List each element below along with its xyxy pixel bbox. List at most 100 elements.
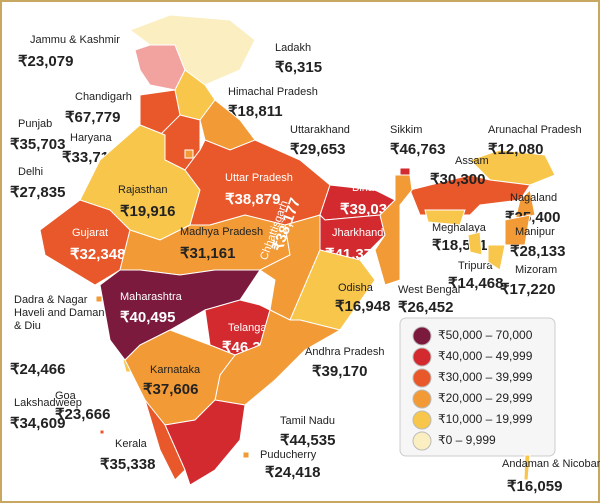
region: [374, 174, 413, 286]
region: [467, 231, 483, 256]
region-label: Karnataka ₹37,606: [143, 364, 201, 398]
region-name: Punjab: [18, 118, 52, 130]
region-label: Sikkim ₹46,763: [390, 124, 445, 158]
region-label: Manipur ₹28,133: [510, 226, 565, 260]
region-label: Goa ₹23,666: [55, 390, 110, 423]
region-label: Tripura ₹14,468: [448, 260, 503, 292]
region-name: Karnataka: [150, 364, 201, 376]
region-value: ₹67,779: [65, 109, 120, 126]
legend-label: ₹50,000 – 70,000: [438, 328, 533, 342]
region-name: Kerala: [115, 438, 148, 450]
region-name: Uttar Pradesh: [225, 172, 293, 184]
region-name: Lakshadweep: [14, 397, 82, 409]
region-label: Rajasthan ₹19,916: [118, 184, 175, 220]
region-label: Delhi ₹27,835: [10, 166, 65, 201]
region-label: West Bengal ₹26,452: [398, 284, 460, 316]
region-value: ₹34,609: [10, 415, 65, 432]
region-label: Maharashtra ₹40,495: [120, 291, 183, 326]
region-name: Assam: [455, 155, 489, 167]
region-name: Jharkhand: [332, 227, 383, 239]
legend-swatch: [412, 410, 432, 430]
region-value: ₹26,452: [398, 299, 453, 316]
region-name: Jammu & Kashmir: [30, 34, 120, 46]
legend-swatch: [412, 368, 432, 388]
region-value: ₹35,338: [100, 456, 155, 473]
legend-label: ₹0 – 9,999: [438, 433, 496, 447]
region-name: Meghalaya: [432, 222, 487, 234]
region-name: West Bengal: [398, 284, 460, 296]
region-name: Tripura: [458, 260, 493, 272]
region-name: Goa: [55, 390, 77, 402]
region-value: ₹17,220: [500, 281, 555, 298]
region-name: Tamil Nadu: [280, 415, 335, 427]
region-value: ₹16,948: [335, 298, 390, 315]
legend-swatch: [412, 389, 432, 409]
region-label: Arunachal Pradesh ₹12,080: [488, 124, 582, 158]
region-name: Himachal Pradesh: [228, 86, 318, 98]
legend-label: ₹10,000 – 19,999: [438, 412, 533, 426]
region-label: Himachal Pradesh ₹18,811: [228, 86, 318, 120]
region: [164, 399, 246, 486]
name-line: Dadra & Nagar: [14, 294, 88, 306]
region: [144, 399, 186, 481]
region-value: ₹38,879: [225, 191, 280, 208]
region: [95, 295, 103, 303]
region-value: ₹24,466: [10, 361, 65, 378]
region-name: Arunachal Pradesh: [488, 124, 582, 136]
region-name: Mizoram: [515, 264, 557, 276]
name-line: & Diu: [14, 320, 41, 332]
region-name: Bihar: [352, 182, 378, 194]
region-label: Jammu & Kashmir ₹23,079: [18, 34, 120, 70]
region-value: ₹24,418: [265, 464, 320, 481]
region: [184, 149, 194, 159]
region-name: Manipur: [515, 226, 555, 238]
region-label: Punjab ₹35,703: [10, 118, 65, 153]
region-name: Dadra & Nagar Haveli and Daman & Diu: [14, 294, 105, 332]
region-label: Kerala ₹35,338: [100, 438, 155, 473]
region-label: Mizoram ₹17,220: [500, 264, 557, 298]
legend-swatch: [412, 326, 432, 346]
region-label: Assam ₹30,300: [430, 155, 489, 188]
region-label: Lakshadweep ₹34,609: [10, 397, 82, 432]
legend-label: ₹30,000 – 39,999: [438, 370, 533, 384]
region-value: ₹27,835: [10, 184, 65, 201]
region: [424, 209, 466, 226]
region-label: Andaman & Nicobar ₹16,059: [502, 458, 600, 495]
region-value: ₹39,170: [312, 363, 367, 380]
region-name: Haryana: [70, 132, 112, 144]
region-name: Rajasthan: [118, 184, 168, 196]
region-label: Madhya Pradesh ₹31,161: [180, 226, 263, 262]
region-value: ₹23,079: [18, 53, 73, 70]
legend-box: [399, 317, 556, 457]
region-name: Madhya Pradesh: [180, 226, 263, 238]
region-name: Uttarakhand: [290, 124, 350, 136]
region-value: ₹18,811: [228, 103, 283, 120]
legend-label: ₹40,000 – 49,999: [438, 349, 533, 363]
region-name: Nagaland: [510, 192, 557, 204]
legend-swatch: [412, 347, 432, 367]
region-value: ₹29,653: [290, 141, 345, 158]
region-value: ₹32,348: [70, 246, 125, 263]
region-name: Puducherry: [260, 449, 317, 461]
region-value: ₹19,916: [120, 203, 175, 220]
legend-swatch: [412, 431, 432, 451]
region-name: Delhi: [18, 166, 43, 178]
region-value: ₹35,703: [10, 136, 65, 153]
region-name: Ladakh: [275, 42, 311, 54]
region: [523, 454, 531, 481]
region-label: Gujarat ₹32,348: [70, 227, 125, 263]
region: [99, 429, 105, 435]
region-label: Uttar Pradesh ₹38,879: [225, 172, 293, 208]
region-name: Andhra Pradesh: [305, 346, 385, 358]
region: [504, 214, 531, 246]
region-name: Maharashtra: [120, 291, 183, 303]
region-label: Dadra & Nagar Haveli and Daman & Diu ₹24,46…: [10, 294, 105, 378]
region: [514, 188, 536, 221]
region-label: Odisha ₹16,948: [335, 282, 390, 315]
region-value: ₹16,059: [507, 478, 562, 495]
region-value: ₹31,161: [180, 245, 235, 262]
region-label: Tamil Nadu ₹44,535: [280, 415, 335, 449]
region-name: Andaman & Nicobar: [502, 458, 600, 470]
